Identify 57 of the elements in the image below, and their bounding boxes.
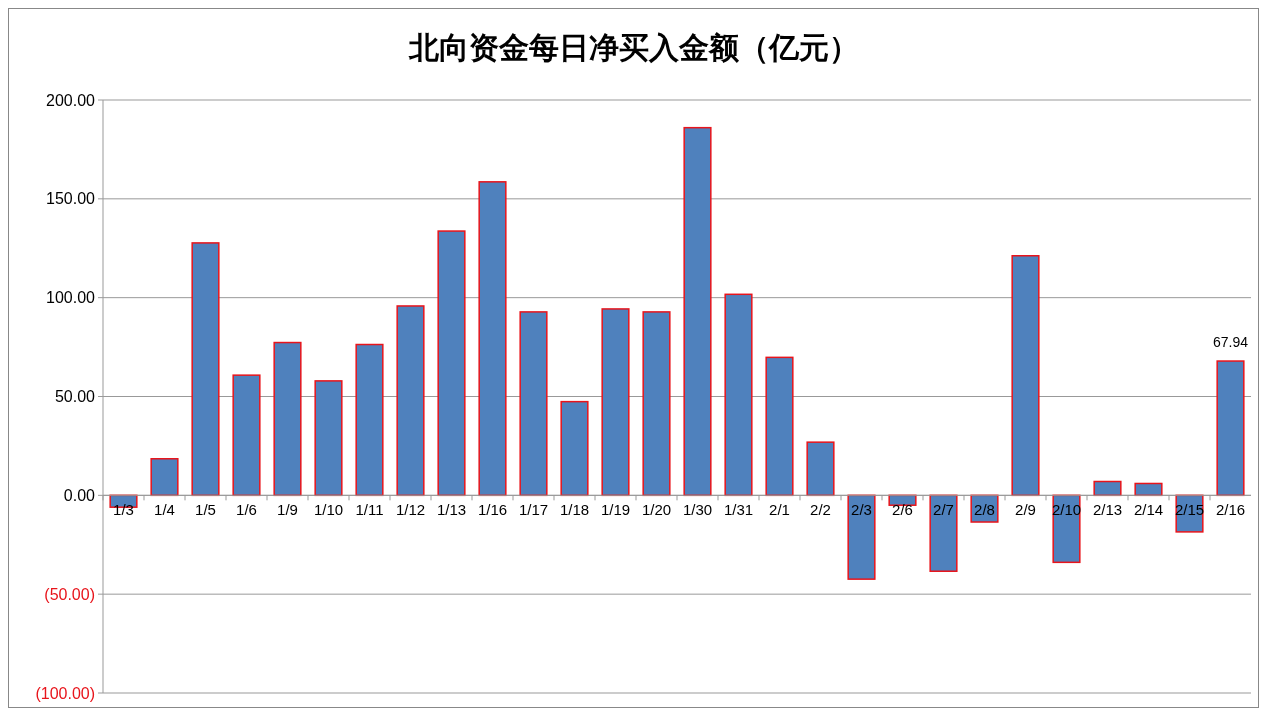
x-tick-label: 2/6 — [892, 501, 913, 519]
bar — [191, 242, 220, 497]
y-tick-label: 100.00 — [46, 289, 96, 307]
bar — [1011, 255, 1040, 497]
bar — [519, 311, 548, 497]
y-tick-label: 150.00 — [46, 190, 96, 208]
bar — [273, 341, 302, 497]
x-tick-label: 2/2 — [810, 501, 831, 519]
x-tick-label: 1/20 — [641, 501, 672, 519]
x-tick-label: 2/7 — [933, 501, 954, 519]
bar — [314, 380, 343, 497]
bar — [929, 494, 958, 572]
x-tick-label: 2/9 — [1015, 501, 1036, 519]
x-tick-label: 2/13 — [1092, 501, 1123, 519]
y-tick-label: (100.00) — [35, 684, 95, 702]
x-tick-label: 1/4 — [154, 501, 175, 519]
bar — [847, 494, 876, 580]
x-tick-label: 1/6 — [236, 501, 257, 519]
bar — [437, 230, 466, 497]
x-tick-label: 2/14 — [1133, 501, 1164, 519]
bar — [806, 441, 835, 497]
y-tick-label: (50.00) — [44, 585, 95, 603]
bar — [396, 305, 425, 497]
data-label: 67.94 — [1212, 334, 1249, 351]
bar — [355, 343, 384, 497]
bar — [1134, 482, 1163, 497]
x-tick-label: 2/1 — [769, 501, 790, 519]
x-tick-label: 1/30 — [682, 501, 713, 519]
bar — [683, 126, 712, 497]
x-tick-label: 2/3 — [851, 501, 872, 519]
bar — [232, 374, 261, 497]
x-tick-label: 1/9 — [277, 501, 298, 519]
x-tick-label: 1/11 — [355, 501, 384, 519]
x-tick-label: 1/16 — [477, 501, 508, 519]
x-tick-label: 1/17 — [518, 501, 549, 519]
bar — [1216, 360, 1245, 497]
y-tick-label: 0.00 — [63, 486, 96, 504]
bar — [601, 308, 630, 497]
bar — [478, 181, 507, 497]
y-tick-label: 200.00 — [46, 91, 96, 109]
bar — [724, 293, 753, 497]
x-tick-label: 1/19 — [600, 501, 631, 519]
bar — [560, 400, 589, 497]
chart-title: 北向资金每日净买入金额（亿元） — [407, 31, 859, 64]
x-tick-label: 1/12 — [395, 501, 426, 519]
x-tick-label: 1/5 — [195, 501, 216, 519]
bar — [1093, 480, 1122, 497]
x-tick-label: 1/18 — [559, 501, 590, 519]
x-tick-label: 1/31 — [723, 501, 754, 519]
x-tick-label: 2/8 — [974, 501, 995, 519]
bar — [765, 356, 794, 497]
x-tick-label: 1/13 — [436, 501, 467, 519]
x-tick-label: 2/16 — [1215, 501, 1246, 519]
x-tick-label: 1/10 — [313, 501, 344, 519]
y-tick-label: 50.00 — [54, 388, 96, 406]
bar — [642, 311, 671, 497]
bar — [150, 458, 179, 497]
